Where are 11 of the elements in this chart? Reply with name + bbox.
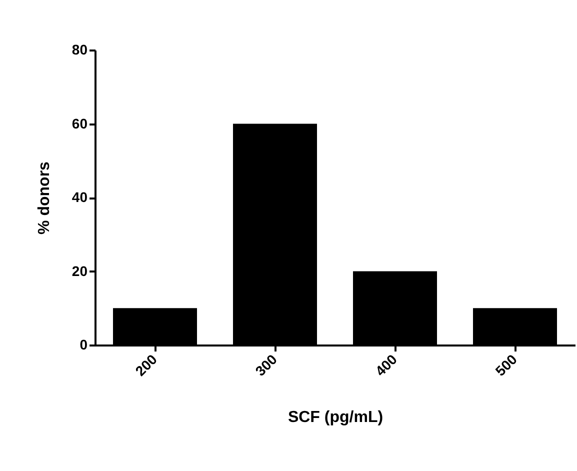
x-axis-title: SCF (pg/mL) [288, 408, 384, 426]
y-tick-label: 20 [72, 262, 88, 279]
x-tick-label: 200 [132, 350, 160, 379]
x-tick-label: 400 [372, 350, 400, 379]
y-tick-label: 0 [80, 336, 88, 352]
y-tick-label: 80 [72, 42, 88, 58]
y-axis-title: % donors [36, 161, 53, 234]
y-tick-label: 40 [72, 189, 88, 205]
x-tick-label: 500 [492, 350, 520, 379]
x-tick-label: 300 [252, 350, 280, 379]
y-tick-label: 60 [72, 115, 88, 132]
